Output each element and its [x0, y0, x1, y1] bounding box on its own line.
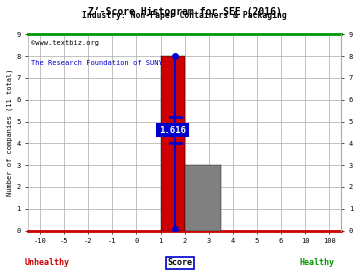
- Bar: [161, 56, 185, 231]
- Text: 1.616: 1.616: [159, 126, 186, 135]
- Title: Z’-Score Histogram for SEE (2016): Z’-Score Histogram for SEE (2016): [88, 7, 282, 17]
- Text: Unhealthy: Unhealthy: [24, 258, 69, 267]
- Text: Healthy: Healthy: [299, 258, 334, 267]
- Y-axis label: Number of companies (11 total): Number of companies (11 total): [7, 69, 13, 196]
- Text: Score: Score: [167, 258, 193, 267]
- Bar: [185, 165, 221, 231]
- Text: ©www.textbiz.org: ©www.textbiz.org: [31, 40, 99, 46]
- Text: Industry: Non-Paper Containers & Packaging: Industry: Non-Paper Containers & Packagi…: [82, 11, 287, 20]
- Text: The Research Foundation of SUNY: The Research Foundation of SUNY: [31, 60, 163, 66]
